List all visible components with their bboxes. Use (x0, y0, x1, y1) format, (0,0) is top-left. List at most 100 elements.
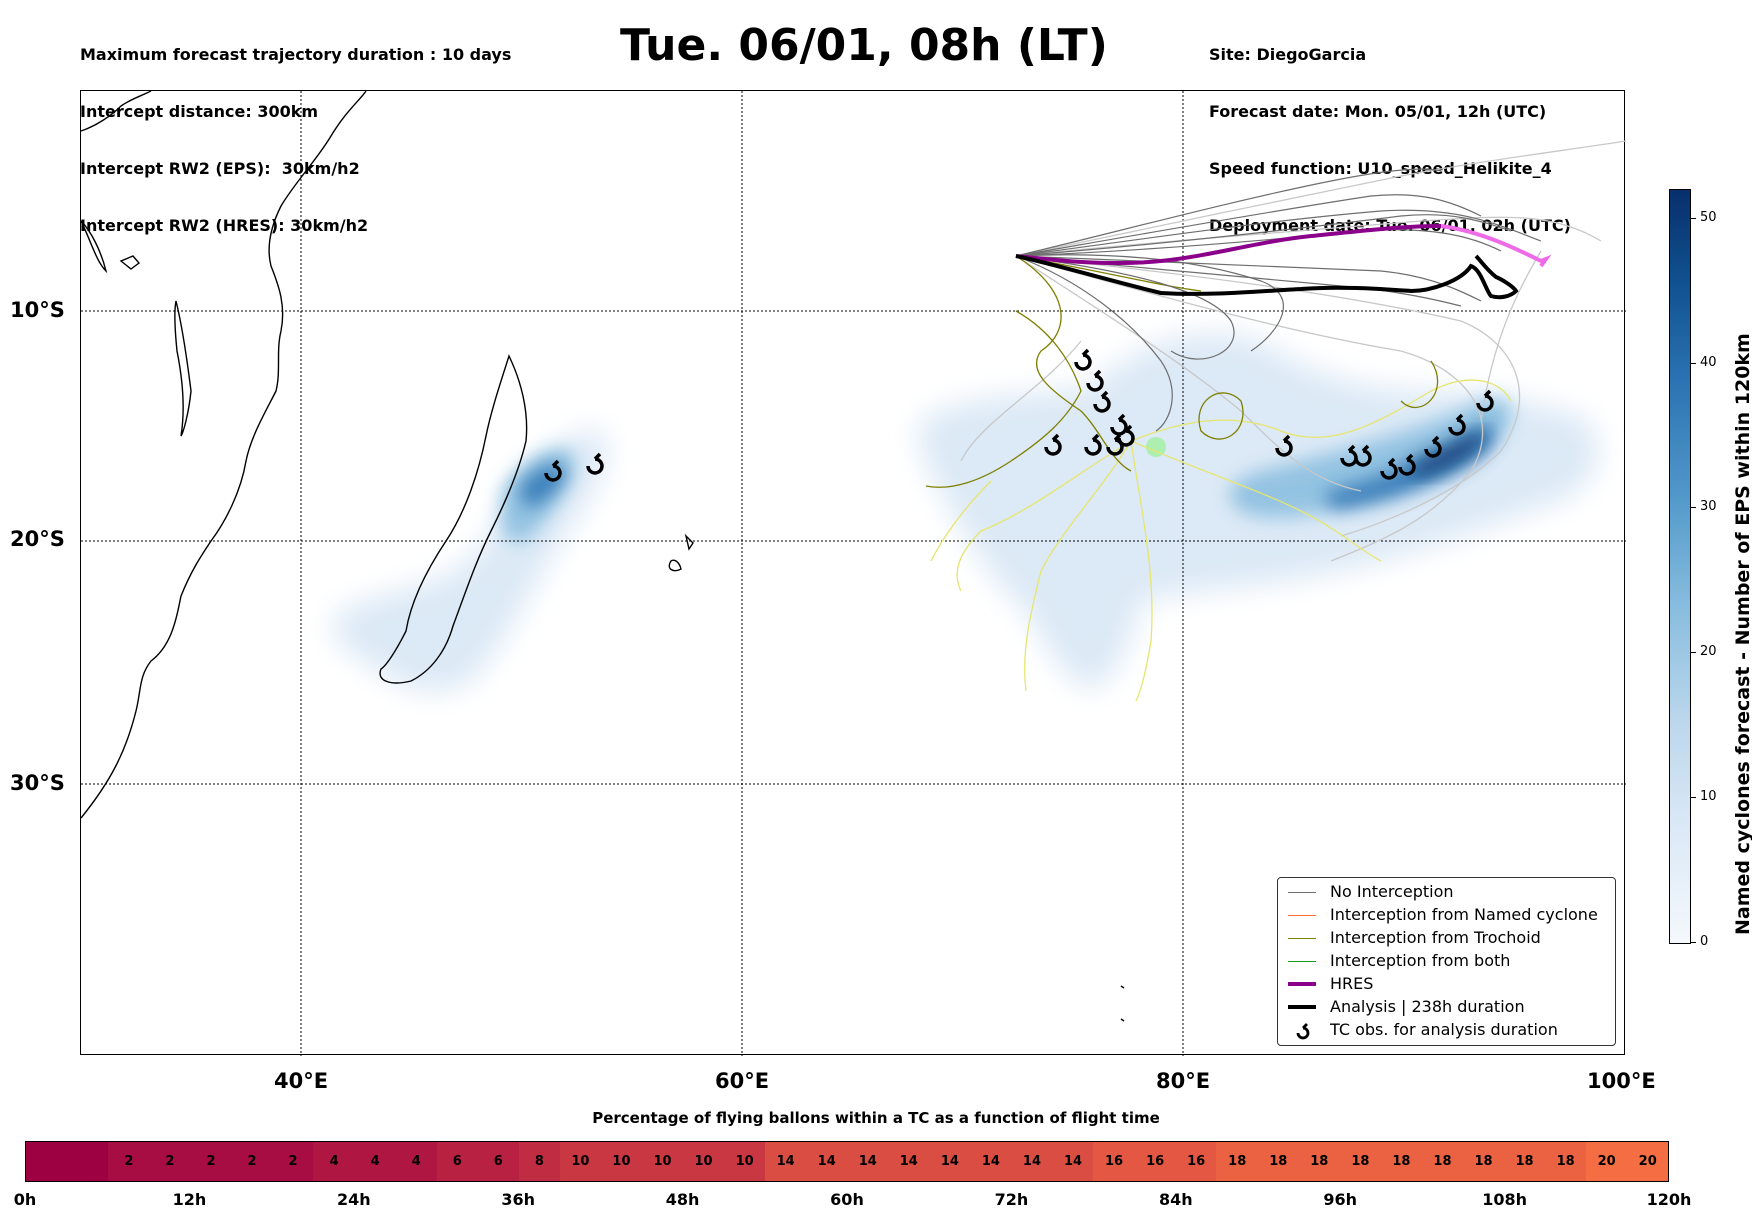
cyclone-icon (1044, 433, 1062, 456)
percentage-cell: 20 (1585, 1142, 1628, 1181)
percentage-cell: 2 (190, 1142, 232, 1181)
percentage-cell: 10 (559, 1142, 602, 1181)
time-label: 48h (665, 1190, 700, 1209)
cyclone-icon (1106, 433, 1124, 456)
percentage-cell: 14 (970, 1142, 1012, 1181)
colorbar-tick (1690, 942, 1696, 943)
hres-track-end (1440, 224, 1552, 268)
time-label: 84h (1158, 1190, 1193, 1209)
lat-label-30s: 30°S (10, 771, 65, 795)
cyclone-icon (1296, 1023, 1310, 1040)
percentage-cell: 14 (764, 1142, 807, 1181)
percentage-cell: 16 (1175, 1142, 1217, 1181)
lon-label-100e: 100°E (1587, 1069, 1656, 1093)
percentage-cell: 4 (313, 1142, 355, 1181)
cyclone-icon (1275, 434, 1293, 457)
colorbar-title: Named cyclones forecast - Number of EPS … (1732, 333, 1752, 935)
lon-label-60e: 60°E (715, 1069, 770, 1093)
percentage-cell: 14 (847, 1142, 889, 1181)
percentage-cell: 2 (149, 1142, 191, 1181)
percentage-cell: 18 (1380, 1142, 1423, 1181)
percentage-cell: 20 (1626, 1142, 1669, 1181)
param-duration: Maximum forecast trajectory duration : 1… (80, 45, 512, 64)
percentage-cell (67, 1142, 109, 1181)
colorbar-tick (1690, 507, 1696, 508)
legend-item-tc-obs: TC obs. for analysis duration (1278, 1019, 1615, 1042)
colorbar-label: 50 (1700, 210, 1717, 225)
forecast-date: Forecast date: Mon. 05/01, 12h (UTC) (1209, 102, 1547, 121)
site-name: Site: DiegoGarcia (1209, 45, 1367, 64)
colorbar-label: 40 (1700, 355, 1717, 370)
percentage-cell: 16 (1093, 1142, 1135, 1181)
graticule (81, 91, 1626, 1056)
legend-item-named-cyclone: Interception from Named cyclone (1278, 904, 1615, 927)
cyclone-icon (1086, 369, 1104, 392)
map-canvas (81, 91, 1626, 1056)
percentage-cell (26, 1142, 68, 1181)
percentage-cell: 10 (600, 1142, 643, 1181)
analysis-track (1015, 254, 1519, 300)
speed-function: Speed function: U10_speed_Helikite_4 (1209, 159, 1552, 178)
forecast-parameters: Maximum forecast trajectory duration : 1… (80, 7, 511, 254)
legend-item-no-interception: No Interception (1278, 881, 1615, 904)
colorbar-tick (1690, 652, 1696, 653)
map-title: Tue. 06/01, 08h (LT) (620, 20, 1108, 71)
cyclone-icon (1340, 444, 1358, 467)
cyclone-icon (1424, 435, 1442, 458)
percentage-cell: 10 (723, 1142, 766, 1181)
cyclone-icon (1093, 390, 1111, 413)
colorbar-tick (1690, 797, 1696, 798)
percentage-cell: 14 (1052, 1142, 1094, 1181)
map-panel[interactable] (80, 90, 1626, 1056)
percentage-cell: 18 (1257, 1142, 1300, 1181)
lat-label-10s: 10°S (10, 298, 65, 322)
percentage-cell: 14 (1011, 1142, 1053, 1181)
percentage-bar-title: Percentage of flying ballons within a TC… (592, 1109, 1160, 1127)
percentage-cell: 10 (682, 1142, 725, 1181)
cyclone-icon (1084, 433, 1102, 456)
colorbar-tick (1690, 218, 1696, 219)
time-label: 60h (830, 1190, 864, 1209)
time-label: 108h (1482, 1190, 1527, 1209)
cyclone-icon (586, 452, 604, 475)
percentage-cell: 18 (1462, 1142, 1505, 1181)
percentage-bar: 2 2 2 2 2 4 4 4 6 6 8 10 10 10 10 10 14 14 14 14 14 14 14 14 16 1… (25, 1141, 1669, 1182)
site-info: Site: DiegoGarcia Forecast date: Mon. 05… (1209, 7, 1571, 254)
time-label: 96h (1323, 1190, 1358, 1209)
legend-item-trochoid: Interception from Trochoid (1278, 927, 1615, 950)
cyclone-icon (1380, 457, 1398, 480)
percentage-cell: 2 (272, 1142, 314, 1181)
percentage-cell: 18 (1216, 1142, 1258, 1181)
colorbar-label: 30 (1700, 499, 1717, 514)
ensemble-tracks-yellow (930, 379, 1512, 702)
cyclone-icon (1354, 444, 1372, 467)
percentage-cell: 18 (1339, 1142, 1382, 1181)
percentage-cell: 18 (1421, 1142, 1464, 1181)
tc-observations (544, 348, 1494, 482)
percentage-cell: 10 (641, 1142, 684, 1181)
param-intercept-hres: Intercept RW2 (HRES): 30km/h2 (80, 216, 369, 235)
colorbar (1669, 189, 1691, 944)
no-interception-tracks (1015, 168, 1542, 432)
percentage-cell: 6 (436, 1142, 479, 1181)
colorbar-label: 20 (1700, 644, 1717, 659)
time-label: 12h (172, 1190, 207, 1209)
cyclone-icon (1448, 413, 1466, 436)
percentage-cell: 16 (1134, 1142, 1176, 1181)
cyclone-icon (1398, 453, 1416, 476)
time-label: 120h (1646, 1190, 1692, 1209)
lat-label-20s: 20°S (10, 527, 65, 551)
param-intercept-eps: Intercept RW2 (EPS): 30km/h2 (80, 159, 360, 178)
coastlines (81, 91, 1125, 1022)
colorbar-label: 0 (1700, 934, 1709, 949)
percentage-cell: 14 (888, 1142, 930, 1181)
cyclone-icon (1074, 348, 1092, 371)
legend-item-both: Interception from both (1278, 950, 1615, 973)
hres-track (1015, 224, 1442, 266)
percentage-cell: 2 (108, 1142, 150, 1181)
lon-label-40e: 40°E (274, 1069, 329, 1093)
cyclone-icon (1476, 389, 1494, 412)
cyclone-icon (1110, 413, 1128, 436)
colorbar-tick (1690, 363, 1696, 364)
time-label: 36h (501, 1190, 536, 1209)
